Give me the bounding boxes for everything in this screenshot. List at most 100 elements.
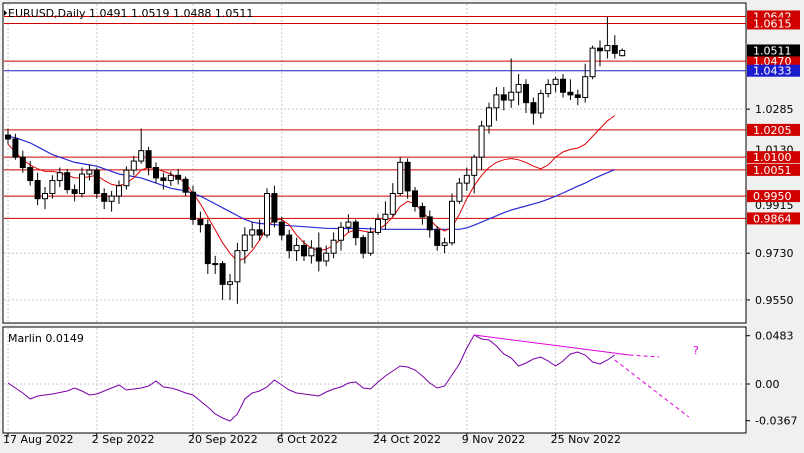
chart-symbol-icon (4, 10, 7, 16)
candle (71, 184, 78, 202)
candle (604, 16, 611, 59)
candle (301, 240, 307, 261)
bull-candle-body (234, 250, 241, 283)
indicator-panel[interactable] (2, 326, 747, 434)
question-annotation: ? (693, 344, 699, 357)
bull-candle-body (604, 45, 611, 52)
candle (434, 225, 441, 251)
bull-candle-body (367, 231, 374, 254)
bull-candle-body (241, 234, 248, 252)
candle (537, 89, 544, 119)
slow-ma-line (7, 135, 616, 230)
candle (34, 172, 41, 206)
candle (456, 177, 463, 204)
candle (352, 219, 359, 246)
candle (42, 187, 48, 210)
candle (293, 237, 300, 261)
bull-candle-body (537, 93, 544, 114)
bear-candle-body (352, 221, 359, 239)
candle (204, 219, 211, 274)
candle (412, 187, 418, 212)
forecast-line (614, 359, 690, 418)
bear-candle-body (204, 224, 211, 265)
candle (234, 242, 241, 304)
bear-candle-body (101, 193, 108, 202)
bear-candle-body (500, 94, 507, 101)
bull-candle-body (227, 281, 233, 285)
level-label-text: 1.0100 (753, 151, 792, 164)
candle (227, 273, 233, 300)
candle (153, 162, 159, 184)
main-panel[interactable] (2, 2, 747, 324)
level-label: 0.9864 (747, 212, 800, 225)
bull-candle-body (552, 78, 559, 85)
candle (27, 161, 34, 186)
bear-candle-body (219, 263, 226, 285)
current-price-label-box (747, 44, 800, 57)
bull-candle-body (471, 156, 478, 176)
level-label-text: 0.9864 (753, 212, 792, 225)
bull-candle-body (493, 94, 500, 109)
time-axis: 17 Aug 2022 2 Sep 2022 20 Sep 2022 6 Oct 20… (3, 433, 621, 446)
level-label-text: 1.0051 (753, 164, 792, 177)
candle (441, 237, 448, 254)
candle (375, 214, 381, 236)
level-label-text: 1.0433 (753, 65, 792, 78)
candle (567, 79, 574, 101)
bull-candle-body (123, 169, 130, 187)
indicator-axis: 0.0483 0.00 -0.0367 (746, 330, 797, 428)
bull-candle-body (486, 107, 492, 127)
candle (145, 146, 152, 176)
candle (426, 210, 433, 238)
price-tick-label: 0.9915 (755, 199, 794, 212)
indicator-tick-label: -0.0367 (755, 415, 797, 428)
level-label-box (747, 55, 800, 68)
bear-candle-body (574, 94, 581, 98)
bear-candle-body (34, 180, 41, 200)
bull-candle-body (345, 221, 352, 228)
current-price-label: 1.0511 (747, 44, 800, 57)
level-label: 1.0205 (747, 123, 800, 137)
candle (175, 168, 182, 185)
candle (523, 79, 529, 114)
time-tick-label: 17 Aug 2022 (3, 433, 73, 446)
bear-candle-body (286, 234, 293, 252)
candle (190, 185, 196, 225)
current-price-label-text: 1.0511 (753, 44, 792, 57)
bear-candle-body (19, 156, 26, 169)
candle (5, 128, 11, 145)
indicator-tick-label: 0.0483 (755, 330, 794, 343)
bull-candle-body (508, 91, 515, 101)
time-tick-label: 9 Nov 2022 (462, 433, 525, 446)
bull-candle-body (619, 49, 626, 57)
candle (589, 45, 596, 80)
candle (367, 227, 374, 256)
candle (79, 167, 85, 198)
bear-candle-body (278, 221, 285, 236)
bear-candle-body (27, 167, 34, 182)
chart-title: EURUSD,Daily 1.0491 1.0519 1.0488 1.0511 (8, 7, 253, 20)
candle (197, 211, 204, 233)
bull-candle-body (86, 169, 93, 175)
candle (56, 167, 63, 188)
candles (5, 16, 626, 304)
bull-candle-body (589, 47, 596, 78)
bull-candle-body (478, 125, 485, 158)
bear-candle-body (271, 193, 278, 223)
bear-candle-body (567, 91, 574, 96)
candle (182, 176, 189, 197)
bull-candle-body (249, 229, 256, 236)
candle (471, 154, 478, 194)
candle (286, 229, 293, 259)
candle (345, 214, 352, 233)
candle (449, 193, 455, 246)
bull-candle-body (138, 150, 145, 162)
candle (560, 74, 566, 98)
level-label: 0.9950 (747, 190, 800, 203)
bull-candle-body (375, 218, 381, 233)
bear-candle-body (404, 161, 411, 192)
bull-candle-body (441, 242, 448, 246)
candle (360, 235, 367, 259)
bear-candle-body (434, 229, 441, 246)
bull-candle-body (79, 173, 85, 195)
